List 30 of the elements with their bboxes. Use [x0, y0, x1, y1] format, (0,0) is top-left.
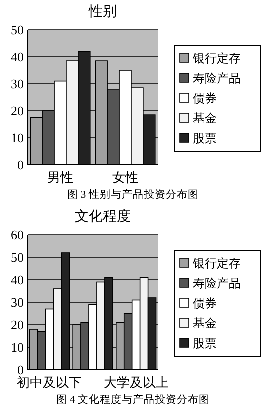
y-tick-label: 20 [11, 104, 24, 119]
caption: 图 3 性别与产品投资分布图 [67, 188, 199, 201]
y-tick-label: 10 [11, 130, 24, 146]
legend-label: 股票 [193, 336, 217, 351]
chart-title: 性别 [88, 4, 117, 20]
x-tick-label: 男性 [48, 170, 74, 185]
y-tick-label: 40 [11, 272, 24, 288]
legend-label: 股票 [193, 132, 217, 146]
y-tick-label: 40 [11, 50, 24, 65]
y-tick-label: 50 [11, 250, 24, 266]
y-tick-label: 30 [11, 76, 24, 92]
x-tick-label: 大学及以上 [104, 375, 169, 390]
legend-label: 基金 [193, 316, 217, 331]
y-tick-label: 10 [11, 340, 24, 356]
legend-label: 寿险产品 [193, 276, 241, 291]
legend-label: 基金 [193, 112, 217, 126]
legend-label: 寿险产品 [193, 72, 241, 86]
y-tick-label: 30 [11, 295, 24, 310]
legend-label: 债券 [193, 296, 217, 311]
caption: 图 4 文化程度与产品投资分布图 [56, 393, 210, 406]
chart-title: 文化程度 [75, 209, 131, 225]
legend-label: 银行定存 [192, 256, 241, 271]
y-tick-label: 0 [18, 158, 24, 173]
y-tick-label: 20 [11, 318, 24, 333]
y-tick-label: 60 [11, 228, 24, 243]
legend-label: 银行定存 [192, 52, 241, 66]
legend-label: 债券 [193, 92, 217, 106]
y-tick-label: 50 [11, 22, 24, 38]
x-tick-label: 初中及以下 [17, 375, 82, 390]
x-tick-label: 女性 [112, 170, 138, 185]
